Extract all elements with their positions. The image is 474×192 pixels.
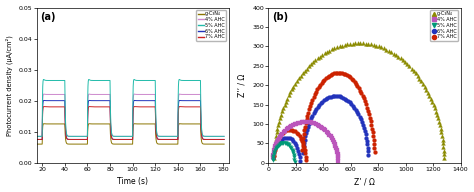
7% AHC bbox=[147, 106, 153, 108]
4% AHC bbox=[62, 93, 67, 96]
4% AHC bbox=[41, 93, 47, 95]
g-C₃N₄ bbox=[147, 123, 153, 125]
6% AHC bbox=[98, 99, 103, 102]
X-axis label: Z’ / Ω: Z’ / Ω bbox=[354, 177, 375, 186]
5% AHC bbox=[97, 79, 103, 82]
4% AHC bbox=[34, 135, 39, 137]
g-C₃N₄ bbox=[86, 123, 91, 125]
7% AHC bbox=[221, 138, 227, 141]
7% AHC bbox=[97, 106, 103, 108]
Legend: g-C₃N₄, 4% AHC, 5% AHC, 6% AHC, 7% AHC: g-C₃N₄, 4% AHC, 5% AHC, 6% AHC, 7% AHC bbox=[430, 10, 458, 41]
Line: g-C₃N₄: g-C₃N₄ bbox=[36, 124, 224, 144]
g-C₃N₄ bbox=[171, 143, 176, 145]
5% AHC bbox=[62, 79, 67, 82]
7% AHC bbox=[62, 106, 67, 108]
5% AHC bbox=[41, 78, 46, 81]
6% AHC bbox=[86, 99, 92, 102]
6% AHC bbox=[147, 99, 153, 102]
Y-axis label: Photocurrent density (μA/cm²): Photocurrent density (μA/cm²) bbox=[6, 35, 13, 136]
7% AHC bbox=[171, 138, 176, 141]
5% AHC bbox=[171, 135, 177, 137]
Text: (a): (a) bbox=[40, 12, 56, 22]
Line: 6% AHC: 6% AHC bbox=[36, 100, 224, 139]
4% AHC bbox=[147, 93, 153, 96]
4% AHC bbox=[221, 135, 227, 137]
6% AHC bbox=[34, 138, 39, 141]
X-axis label: Time (s): Time (s) bbox=[117, 177, 148, 186]
5% AHC bbox=[98, 79, 103, 82]
Text: (b): (b) bbox=[272, 12, 288, 22]
Legend: g-C₃N₄, 4% AHC, 5% AHC, 6% AHC, 7% AHC: g-C₃N₄, 4% AHC, 5% AHC, 6% AHC, 7% AHC bbox=[196, 10, 226, 41]
7% AHC bbox=[98, 106, 103, 108]
g-C₃N₄ bbox=[34, 143, 39, 145]
6% AHC bbox=[97, 99, 103, 102]
4% AHC bbox=[97, 93, 103, 96]
6% AHC bbox=[62, 99, 67, 102]
6% AHC bbox=[86, 100, 91, 102]
4% AHC bbox=[86, 93, 91, 95]
g-C₃N₄ bbox=[62, 123, 67, 125]
4% AHC bbox=[171, 135, 177, 137]
g-C₃N₄ bbox=[177, 122, 182, 125]
g-C₃N₄ bbox=[98, 123, 103, 125]
4% AHC bbox=[98, 93, 103, 96]
5% AHC bbox=[86, 79, 91, 81]
Line: 7% AHC: 7% AHC bbox=[36, 107, 224, 139]
6% AHC bbox=[171, 138, 177, 141]
5% AHC bbox=[221, 135, 227, 137]
7% AHC bbox=[86, 106, 91, 108]
5% AHC bbox=[34, 135, 39, 137]
7% AHC bbox=[177, 105, 182, 108]
Line: 4% AHC: 4% AHC bbox=[36, 94, 224, 136]
Line: 5% AHC: 5% AHC bbox=[36, 79, 224, 136]
7% AHC bbox=[34, 138, 39, 141]
6% AHC bbox=[221, 138, 227, 141]
g-C₃N₄ bbox=[221, 143, 227, 145]
5% AHC bbox=[147, 79, 153, 82]
g-C₃N₄ bbox=[97, 123, 103, 125]
Y-axis label: Z’’ / Ω: Z’’ / Ω bbox=[238, 74, 247, 97]
